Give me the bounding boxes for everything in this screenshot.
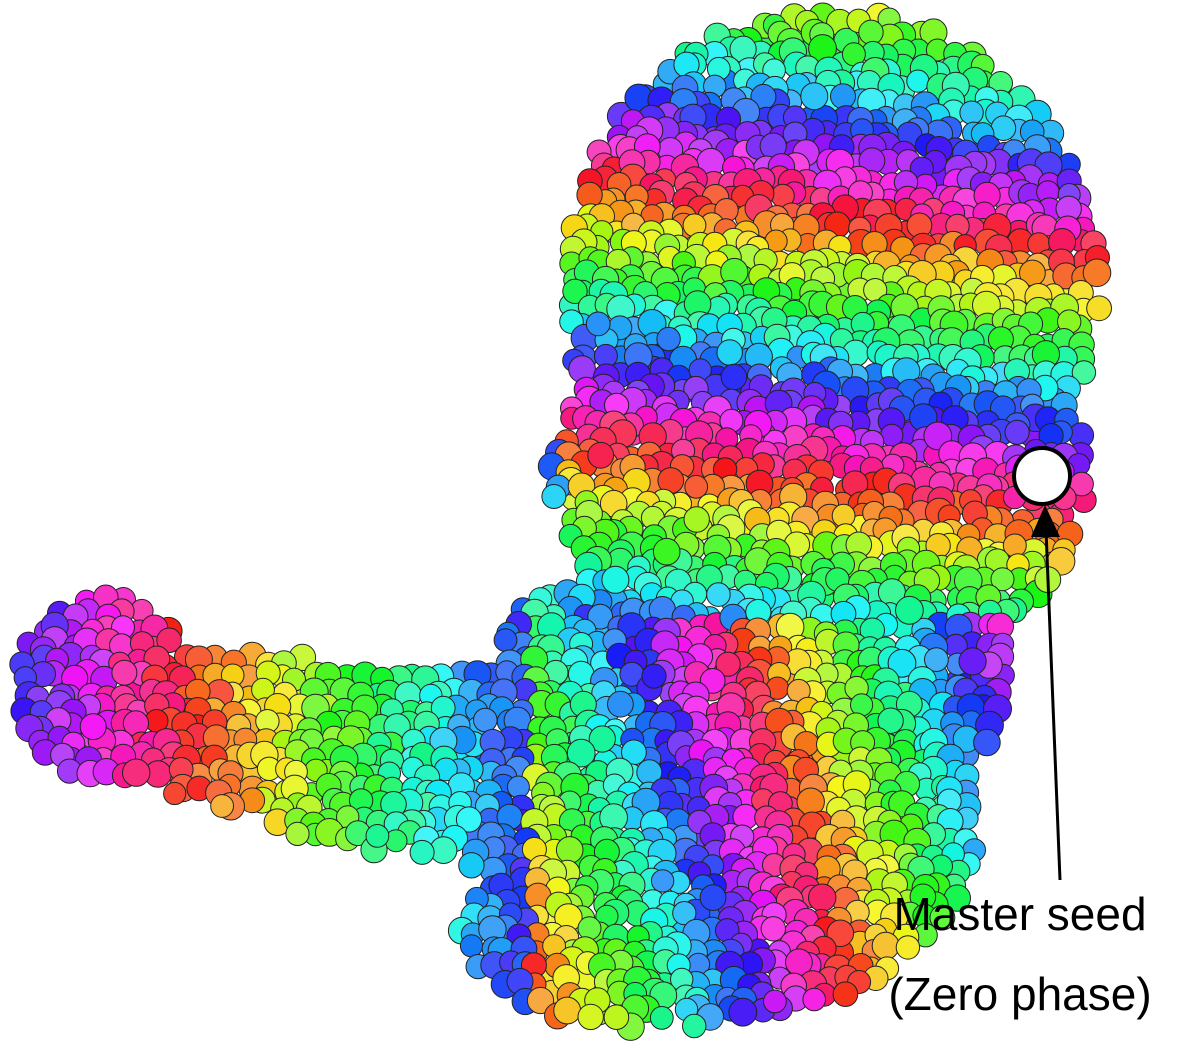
cell (608, 691, 634, 717)
cell (366, 825, 389, 848)
cell (651, 870, 673, 892)
cell (1087, 296, 1112, 321)
cell (80, 714, 106, 740)
figure: Master seed (Zero phase) (0, 0, 1197, 1044)
cell (586, 312, 610, 336)
cell (459, 853, 484, 878)
cell (604, 1005, 629, 1030)
cell (896, 596, 924, 624)
cell (286, 822, 309, 845)
cell (717, 340, 742, 365)
annotation-line: Master seed (893, 888, 1146, 940)
cell (831, 84, 856, 109)
cell (578, 917, 601, 940)
cell (859, 20, 883, 44)
cell (410, 840, 434, 864)
cell (684, 507, 709, 532)
cell (809, 884, 836, 911)
cell (721, 364, 747, 390)
cell (554, 997, 581, 1024)
cell (507, 776, 529, 798)
cell (801, 83, 828, 110)
cell (164, 782, 186, 804)
cell (578, 1004, 603, 1029)
cell-cloud (10, 3, 1112, 1040)
cell (707, 583, 731, 607)
cell (700, 885, 726, 911)
cell (460, 935, 482, 957)
cell (959, 648, 986, 675)
cell (833, 982, 858, 1007)
cell (602, 566, 629, 593)
cell (494, 629, 517, 652)
cell (123, 759, 150, 786)
cell (211, 795, 234, 818)
cell (683, 1014, 706, 1037)
cell (112, 660, 137, 685)
cell (1005, 420, 1029, 444)
cell (653, 538, 680, 565)
cell (907, 70, 929, 92)
cell (960, 101, 983, 124)
cell (764, 990, 787, 1013)
cell (542, 485, 566, 509)
cell (474, 708, 498, 732)
cell (657, 327, 680, 350)
cell (974, 729, 1001, 756)
cell (642, 664, 666, 688)
cell (588, 442, 614, 468)
cell (729, 998, 757, 1026)
master-seed (1014, 448, 1070, 504)
cell (556, 837, 583, 864)
cell (803, 988, 826, 1011)
annotation-line: (Zero phase) (888, 968, 1151, 1020)
cell (650, 1007, 673, 1030)
